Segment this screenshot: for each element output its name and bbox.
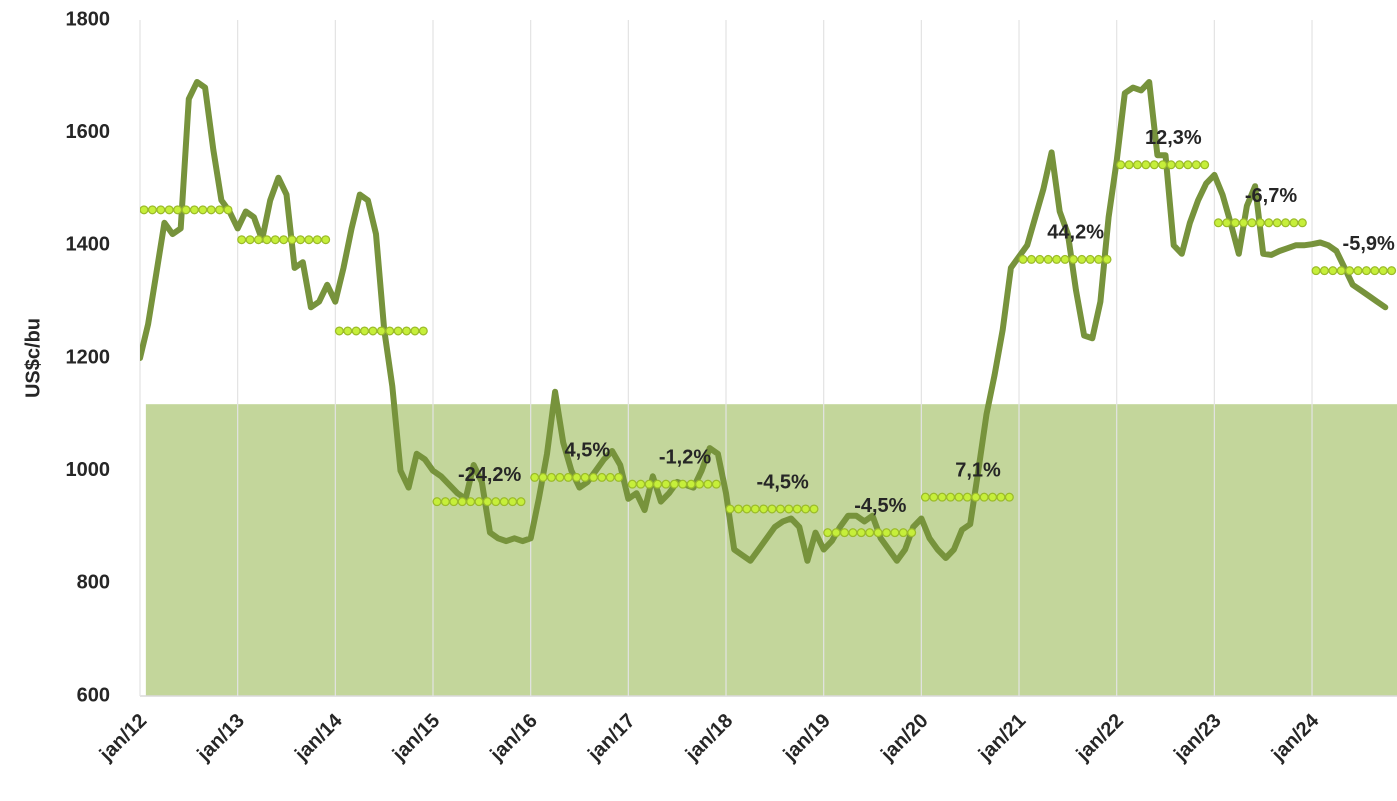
- x-tick-label: jan/20: [876, 710, 932, 766]
- y-tick-label: 600: [77, 684, 110, 706]
- change-label: 44,2%: [1047, 222, 1104, 244]
- grid-layer: [139, 20, 1397, 697]
- change-label: -5,9%: [1343, 233, 1395, 255]
- y-axis-label: US$c/bu: [22, 318, 44, 398]
- y-tick-label: 1800: [66, 8, 111, 30]
- x-tick-label: jan/16: [486, 710, 542, 766]
- band-layer: [145, 404, 1397, 696]
- x-tick-label: jan/24: [1267, 709, 1324, 766]
- x-tick-label: jan/22: [1072, 710, 1128, 766]
- x-tick-label: jan/18: [681, 710, 737, 766]
- y-tick-label: 800: [77, 572, 110, 594]
- y-tick-label: 1400: [66, 234, 111, 256]
- x-tick-label: jan/15: [388, 710, 444, 766]
- change-label: -4,5%: [854, 495, 906, 517]
- change-label: 4,5%: [565, 440, 611, 462]
- change-label: -1,2%: [659, 446, 711, 468]
- x-tick-label: jan/19: [779, 710, 835, 766]
- change-label: 12,3%: [1145, 127, 1202, 149]
- price-line: [140, 79, 1389, 564]
- change-label: -4,5%: [757, 471, 809, 493]
- shaded-band: [145, 404, 1397, 696]
- x-tick-label: jan/17: [583, 710, 639, 766]
- change-label: 7,1%: [955, 459, 1001, 481]
- y-tick-label: 1600: [66, 121, 111, 143]
- change-label: -24,2%: [458, 464, 522, 486]
- y-tick-label: 1000: [66, 459, 111, 481]
- x-tick-label: jan/14: [290, 709, 347, 766]
- y-tick-label: 1200: [66, 346, 111, 368]
- change-label: -6,7%: [1245, 185, 1297, 207]
- x-tick-label: jan/13: [193, 710, 249, 766]
- x-tick-label: jan/23: [1169, 710, 1225, 766]
- x-tick-label: jan/12: [95, 710, 151, 766]
- x-tick-label: jan/21: [974, 710, 1030, 766]
- marks-layer: [140, 79, 1397, 564]
